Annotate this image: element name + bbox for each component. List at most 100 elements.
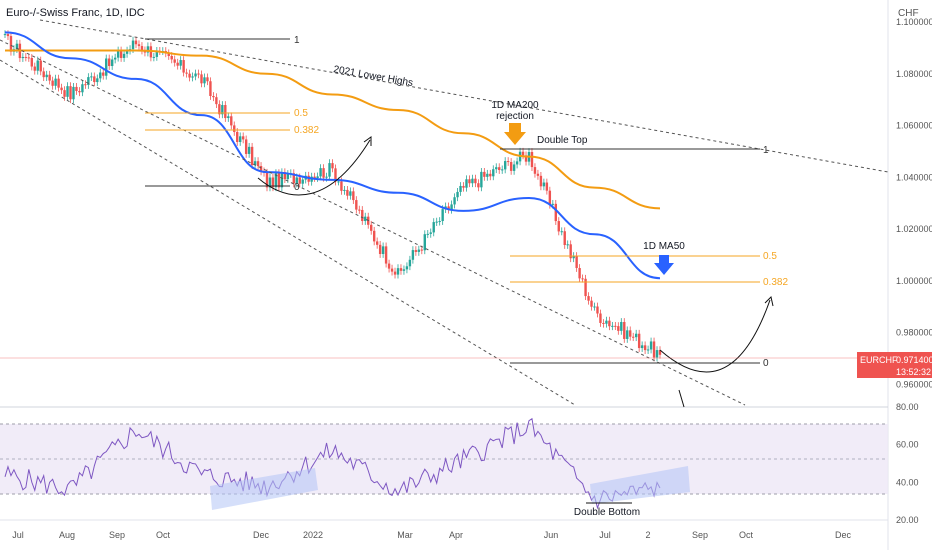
time-tick-label: Jul <box>12 530 24 540</box>
candle-body <box>212 96 215 98</box>
candle-body <box>611 325 614 327</box>
candle-body <box>30 57 33 67</box>
candle-body <box>322 168 325 178</box>
candle-body <box>387 263 391 269</box>
candle-body <box>640 345 644 349</box>
symbol-badge <box>857 352 932 378</box>
candle-body <box>346 189 349 196</box>
candle-body <box>233 125 236 132</box>
candle-body <box>84 84 87 86</box>
candle-body <box>283 172 287 180</box>
candle-body <box>584 278 587 297</box>
candle-body <box>230 116 233 126</box>
projection-curve-left <box>257 139 371 196</box>
price-tick-label: 1.100000 <box>896 17 932 27</box>
candle-body <box>459 185 462 192</box>
candle-body <box>590 300 593 307</box>
candle-body <box>506 161 510 163</box>
candle-body <box>608 320 611 327</box>
candle-body <box>250 146 254 166</box>
candle-body <box>119 50 123 58</box>
candle-body <box>572 256 575 259</box>
candle-body <box>408 259 412 267</box>
time-tick-label: 2022 <box>303 530 323 540</box>
candle-body <box>411 250 415 260</box>
candle-body <box>355 200 358 210</box>
candle-body <box>277 173 281 188</box>
candle-body <box>170 55 173 60</box>
candle-body <box>221 105 224 115</box>
candle-body <box>280 172 284 188</box>
candle-body <box>24 56 28 58</box>
symbol-badge-symbol: EURCHF <box>860 355 898 365</box>
arrowhead-right-icon <box>764 296 774 307</box>
annotation-double-top: Double Top <box>537 135 588 146</box>
candle-body <box>93 76 96 83</box>
candle-body <box>602 322 605 324</box>
fib-right-1-label: 1 <box>763 145 769 156</box>
price-tick-label: 1.020000 <box>896 224 932 234</box>
candle-body <box>78 90 81 93</box>
candle-body <box>417 249 421 252</box>
fib-left-0382-label: 0.382 <box>294 125 319 136</box>
price-tick-label: 1.060000 <box>896 121 932 131</box>
candle-body <box>334 168 337 182</box>
rsi-tick-label: 20.00 <box>896 515 919 525</box>
candle-body <box>27 57 31 59</box>
currency-label: CHF <box>898 8 919 19</box>
candle-body <box>227 116 230 119</box>
candle-body <box>215 97 218 105</box>
time-tick-label: Dec <box>835 530 852 540</box>
candle-body <box>110 59 114 67</box>
time-tick-label: Jul <box>599 530 611 540</box>
candle-body <box>554 203 557 222</box>
candle-body <box>99 72 102 79</box>
rsi-line <box>4 417 661 510</box>
candle-body <box>179 60 182 66</box>
ma200-line <box>5 49 661 210</box>
candle-body <box>81 84 84 93</box>
time-tick-label: Sep <box>692 530 708 540</box>
candle-body <box>188 73 191 78</box>
candle-body <box>90 76 93 78</box>
candle-body <box>378 244 382 255</box>
candle-body <box>524 155 528 162</box>
candle-body <box>316 176 319 178</box>
candle-body <box>384 246 388 264</box>
candle-body <box>131 40 135 50</box>
candle-body <box>560 231 563 233</box>
candle-body <box>200 74 203 84</box>
candle-body <box>402 269 406 271</box>
candle-body <box>96 78 99 83</box>
candle-body <box>563 231 566 246</box>
candle-body <box>134 40 138 45</box>
fib-right-0382-label: 0.382 <box>763 277 788 288</box>
candle-body <box>462 185 465 188</box>
candle-body <box>125 50 129 54</box>
chart-title: Euro-/-Swiss Franc, 1D, IDC <box>6 7 145 19</box>
symbol-badge-countdown: 13:52:32 <box>896 367 931 377</box>
candle-body <box>358 209 361 211</box>
candle-body <box>370 224 373 231</box>
fib-left-05-label: 0.5 <box>294 108 308 119</box>
candle-body <box>247 146 251 154</box>
candle-body <box>191 76 194 78</box>
candle-body <box>643 345 647 351</box>
candle-body <box>108 58 111 67</box>
time-tick-label: 2 <box>645 530 650 540</box>
time-tick-label: Oct <box>739 530 754 540</box>
candle-body <box>649 341 653 350</box>
candle-body <box>548 190 552 205</box>
candle-body <box>268 177 272 188</box>
candle-body <box>328 163 331 177</box>
time-tick-label: Aug <box>59 530 75 540</box>
candle-body <box>241 136 245 140</box>
candle-body <box>146 46 150 53</box>
candle-body <box>331 163 334 169</box>
arrowhead-left-icon <box>363 136 372 146</box>
projection-curve-right <box>659 299 771 373</box>
candle-body <box>295 177 298 184</box>
candle-body <box>274 173 278 188</box>
price-tick-label: 1.040000 <box>896 172 932 182</box>
rsi-tick-label: 60.00 <box>896 440 919 450</box>
